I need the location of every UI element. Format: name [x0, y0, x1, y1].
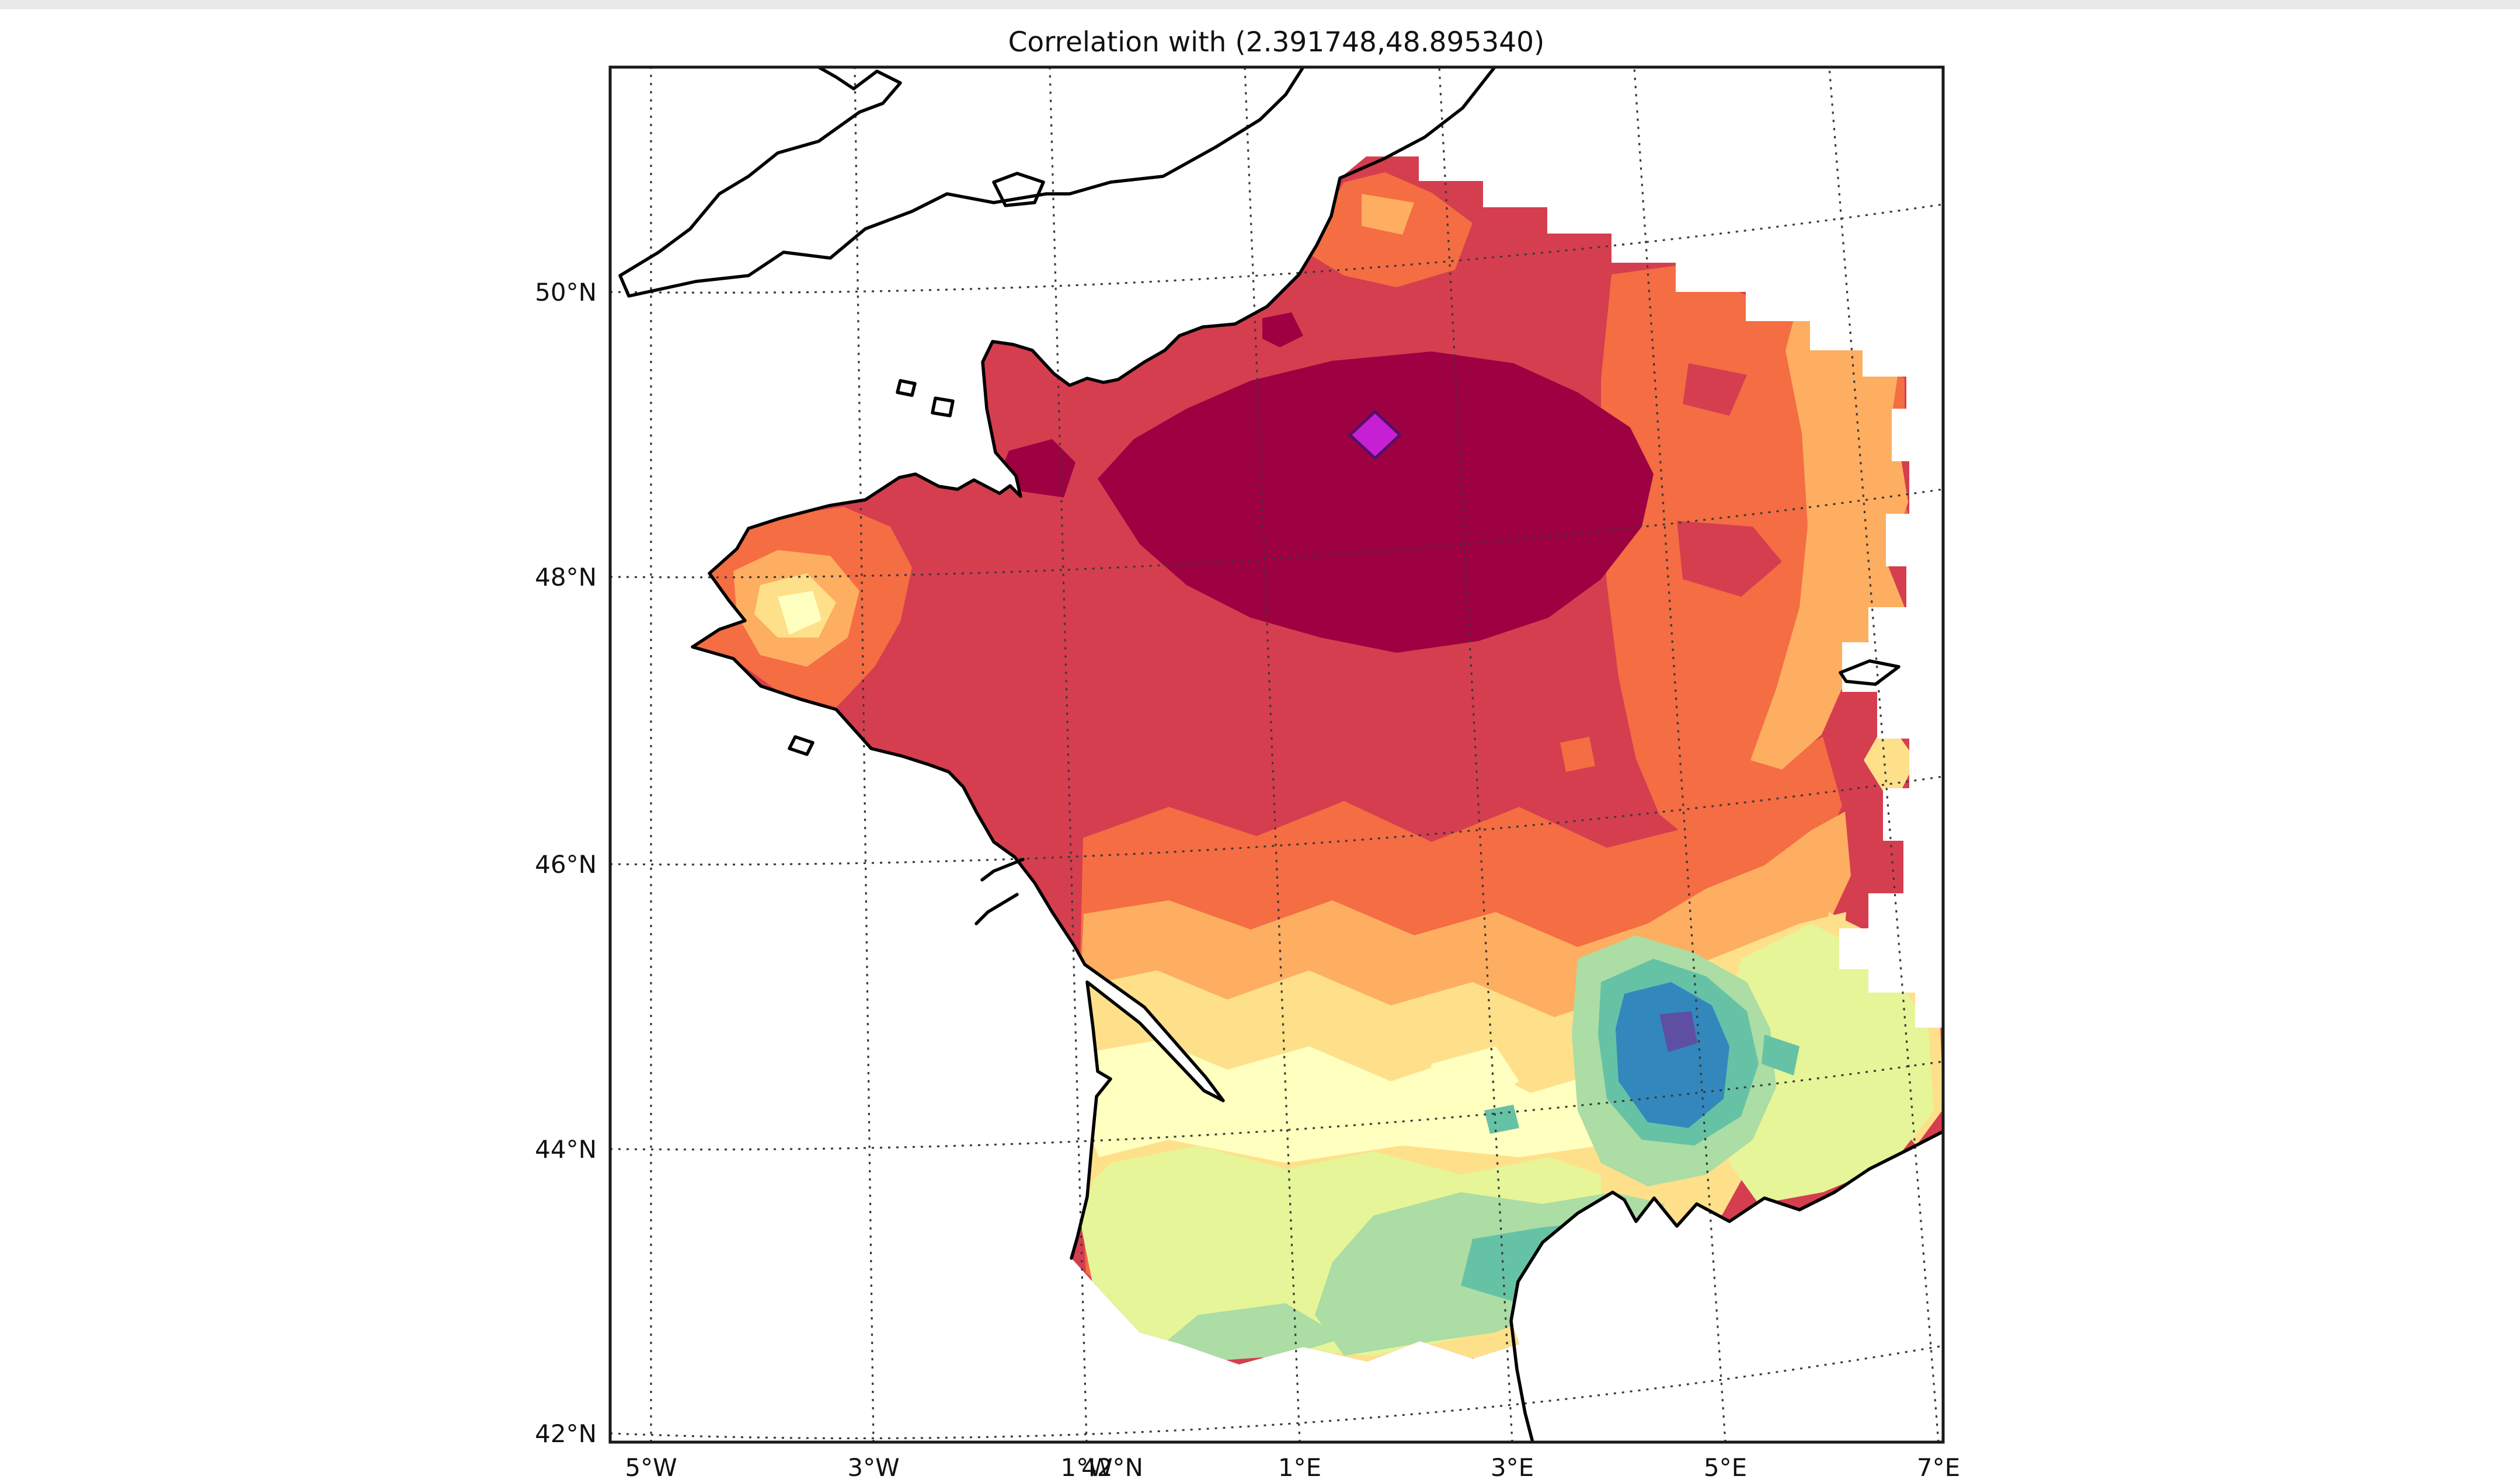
- coastline-isle-of-wight: [992, 172, 1045, 207]
- contour-band-cream-massif: [1426, 1046, 1519, 1110]
- contour-band-crimson-ne-patch-1: [1683, 363, 1747, 416]
- contour-band-cream-brittany-dot: [778, 591, 822, 635]
- meridian-3w: [854, 67, 875, 1442]
- x-tick-label-5e: 5°E: [1704, 1453, 1747, 1482]
- contour-band-violet-core: [1659, 1011, 1697, 1052]
- meridian-3e: [1438, 67, 1513, 1442]
- coastline-england: [618, 67, 1305, 298]
- meridian-1w: [1049, 67, 1088, 1442]
- meridian-7e: [1828, 67, 1940, 1442]
- coastline-belle-ile: [788, 735, 815, 756]
- contour-band-blue-cevennes: [1616, 982, 1729, 1128]
- contour-band-yellow-ne-sliver-2: [1864, 719, 1916, 807]
- x-tick-label-3e: 3°E: [1491, 1453, 1534, 1482]
- coastline-lake-geneva: [1839, 659, 1901, 686]
- coastline-guernsey: [896, 379, 917, 397]
- plot-title: Correlation with (2.391748,48.895340): [1008, 26, 1545, 58]
- x-tick-label-7e: 7°E: [1917, 1453, 1960, 1482]
- contour-band-lightgreen-pyrenees: [1163, 1303, 1344, 1362]
- meridian-5e: [1633, 67, 1727, 1442]
- contour-band-orange-pocket: [1560, 737, 1595, 772]
- y-axis-labels: 50°N 48°N 46°N 44°N 42°N: [535, 278, 597, 1448]
- coastlines: [618, 67, 1943, 1442]
- plot-frame: [608, 65, 1945, 1444]
- window-top-strip: [0, 0, 2520, 9]
- coastline-ile-oleron: [974, 893, 1019, 925]
- coastline-jersey: [931, 396, 955, 417]
- y-tick-label-42n: 42°N: [535, 1419, 597, 1448]
- coastline-continental-atlantic: [691, 67, 1496, 1260]
- contour-band-maroon-core: [1098, 351, 1654, 653]
- graticule: [610, 67, 1943, 1442]
- contour-band-crimson-ne-patch-2: [1677, 521, 1782, 597]
- x-axis-labels: 5°W 3°W 1°W 1°E 3°E 5°E 7°E 42°N: [625, 1453, 1960, 1482]
- y-tick-label-44n: 44°N: [535, 1135, 597, 1164]
- contour-band-teal-east-spot: [1762, 1035, 1799, 1075]
- contour-band-lightorange-calais-sliver: [1362, 194, 1414, 235]
- x-tick-label-3w: 3°W: [847, 1453, 899, 1482]
- contour-band-teal-dot: [1484, 1105, 1519, 1134]
- contour-band-maroon-dot: [1262, 312, 1303, 347]
- coastline-ile-de-re: [980, 858, 1025, 882]
- contour-band-lightorange-ne-east: [1750, 270, 1908, 770]
- y-tick-label-48n: 48°N: [535, 563, 597, 591]
- y-tick-label-46n: 46°N: [535, 850, 597, 879]
- meridian-1e: [1244, 67, 1301, 1442]
- y-tick-label-50n: 50°N: [535, 278, 597, 307]
- contour-band-yellowgreen-provence: [1727, 924, 1934, 1204]
- x-tick-label-42n-overlap: 42°N: [1081, 1453, 1143, 1482]
- coastline-mediterranean: [1509, 1130, 1943, 1442]
- x-tick-label-1e: 1°E: [1278, 1453, 1321, 1482]
- x-tick-label-5w: 5°W: [625, 1453, 677, 1482]
- reference-point-marker: [1348, 409, 1402, 461]
- x-tick-label-1w: 1°W: [1060, 1453, 1112, 1482]
